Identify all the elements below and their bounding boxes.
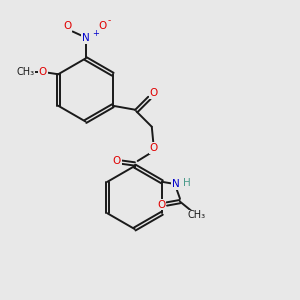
Text: CH₃: CH₃ (16, 67, 34, 77)
Text: +: + (92, 29, 98, 38)
Text: O: O (38, 67, 47, 77)
Text: O: O (150, 143, 158, 153)
Text: N: N (82, 33, 90, 43)
Text: O: O (112, 156, 121, 166)
Text: N: N (172, 179, 179, 189)
Text: O: O (157, 200, 166, 210)
Text: O: O (150, 88, 158, 98)
Text: O: O (63, 21, 72, 31)
Text: -: - (108, 16, 111, 26)
Text: O: O (98, 21, 106, 31)
Text: H: H (183, 178, 191, 188)
Text: CH₃: CH₃ (188, 210, 206, 220)
